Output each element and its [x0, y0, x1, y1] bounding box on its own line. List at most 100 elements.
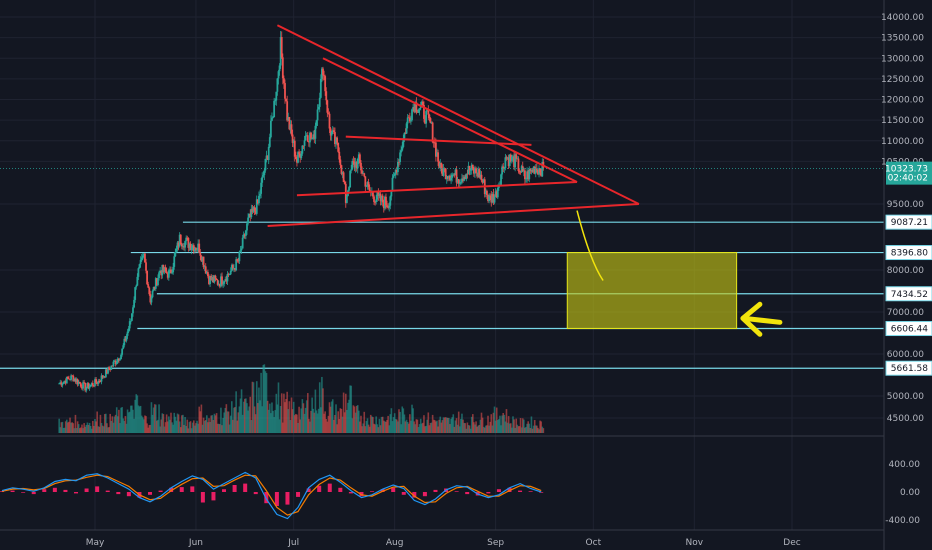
volume-bar [477, 425, 480, 433]
volume-bar [290, 397, 293, 433]
candle-body [151, 290, 154, 298]
volume-bar [120, 407, 122, 433]
volume-bar [488, 425, 490, 433]
candle-body [502, 166, 505, 169]
volume-bar [200, 404, 203, 433]
volume-bar [254, 414, 257, 433]
candle-body [410, 120, 412, 122]
volume-bar [528, 423, 531, 433]
candle-body [280, 37, 283, 58]
volume-bar [328, 402, 331, 433]
candle-body [393, 173, 396, 176]
volume-bar [181, 415, 183, 433]
volume-bar [223, 412, 225, 433]
volume-bar [389, 414, 392, 433]
candle-body [372, 192, 374, 197]
candle-body [191, 245, 194, 248]
candle-body [158, 272, 160, 279]
oscillator-histogram-bar [264, 492, 269, 504]
volume-bar [198, 406, 201, 433]
candle-body [242, 234, 245, 238]
candle-body [424, 118, 426, 124]
time-axis[interactable]: May Jun Jul Aug Sep Oct Nov Dec [86, 538, 801, 548]
volume-bar [364, 426, 367, 433]
candle-body [501, 166, 504, 175]
volume-bar [156, 420, 158, 433]
volume-bar [483, 427, 486, 433]
volume-bar [228, 424, 231, 433]
volume-bar [493, 406, 496, 433]
volume-bar [245, 398, 247, 433]
volume-bar [285, 398, 287, 433]
candle-body [115, 361, 118, 365]
candle-body [327, 112, 330, 114]
candle-body [326, 100, 329, 113]
volume-bar [350, 385, 353, 433]
candle-body [188, 243, 191, 248]
trendlines[interactable] [267, 24, 640, 227]
volume-bar [338, 418, 341, 433]
volume-bar [481, 417, 484, 433]
candle-body [259, 193, 261, 196]
volume-bar [510, 423, 512, 433]
volume-bar [533, 420, 536, 433]
candle-body [300, 153, 303, 159]
volume-bar [465, 428, 468, 433]
volume-bar [444, 417, 447, 433]
volume-bar [250, 420, 253, 433]
candle-body [390, 191, 393, 197]
candle-body [113, 361, 116, 362]
volume-bar [301, 399, 304, 433]
candle-body [96, 382, 99, 384]
volume-bar [196, 420, 198, 433]
volume-bar [320, 407, 322, 433]
volume-bar [425, 425, 427, 433]
volume-bar [305, 400, 308, 433]
oscillator-histogram-bar [496, 489, 501, 492]
volume-bar [340, 408, 343, 433]
candle-body [260, 182, 263, 194]
volume-bar [326, 421, 329, 433]
volume-bar [325, 418, 328, 433]
candle-body [364, 176, 367, 187]
candle-body [464, 176, 467, 180]
candle-body [329, 128, 332, 136]
annotations[interactable] [576, 210, 783, 337]
volume-bar [452, 414, 455, 433]
oscillator-histogram-bar [200, 492, 205, 503]
horizontal-levels[interactable] [0, 221, 884, 369]
oscillator-histogram-bar [211, 492, 216, 501]
volume-bar [380, 416, 383, 433]
volume-bar [257, 403, 259, 433]
volume-bar [150, 402, 153, 433]
price-candles [58, 30, 545, 393]
volume-bar [329, 406, 332, 433]
candle-body [481, 180, 484, 183]
volume-bar [490, 414, 493, 433]
candle-body [365, 185, 368, 187]
candle-body [234, 268, 236, 271]
candle-body [150, 297, 153, 303]
target-zone[interactable] [566, 252, 738, 330]
volume-bar [337, 411, 339, 433]
arrow-icon [741, 315, 783, 325]
volume-bar [214, 415, 217, 433]
candle-body [506, 157, 509, 159]
volume-bar [322, 388, 324, 433]
candle-body [237, 260, 240, 262]
oscillator-axis[interactable]: 400.00 0.00 -400.00 [885, 460, 920, 526]
candle-body [500, 174, 502, 186]
volume-bars [58, 364, 545, 433]
volume-bar [219, 424, 221, 433]
volume-bar [93, 425, 95, 433]
volume-bar [284, 402, 286, 433]
volume-bar [417, 427, 420, 433]
volume-bar [185, 426, 187, 433]
volume-bar [176, 413, 179, 433]
candle-body [385, 196, 387, 206]
volume-bar [527, 421, 529, 433]
oscillator-histogram-bar [317, 485, 322, 492]
volume-bar [378, 418, 381, 433]
candle-body [465, 173, 468, 180]
